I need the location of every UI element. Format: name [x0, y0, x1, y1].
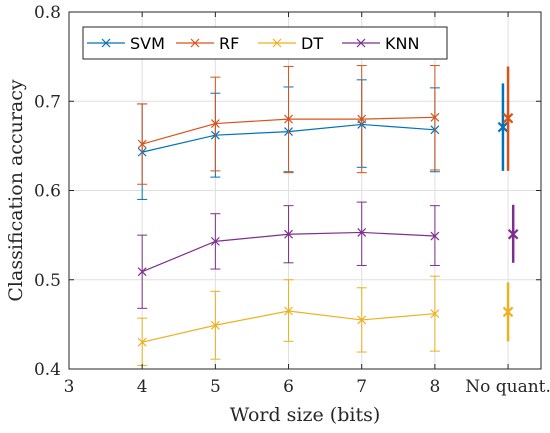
y-tick-label: 0.5: [34, 271, 61, 291]
y-tick-label: 0.6: [34, 182, 61, 202]
dt-point: [430, 309, 440, 319]
x-tick-label: 6: [283, 377, 294, 397]
rf-point: [357, 114, 367, 124]
knn-point: [357, 228, 367, 237]
dt-no-quant-point: [502, 306, 514, 318]
y-tick-label: 0.8: [34, 3, 61, 23]
knn-point: [284, 229, 293, 239]
x-tick-label: 3: [64, 377, 75, 397]
dt-point: [137, 337, 147, 347]
legend-marker: [190, 38, 200, 48]
x-axis-title: Word size (bits): [230, 404, 381, 426]
grid: [68, 11, 541, 370]
dt-point: [210, 320, 220, 330]
x-tick-label: No quant.: [465, 377, 550, 397]
legend-label: DT: [301, 34, 323, 53]
y-axis-title: Classification accuracy: [5, 79, 27, 301]
knn-no-quant-point: [507, 228, 519, 240]
y-tick-label: 0.4: [34, 360, 61, 380]
knn-point: [430, 231, 440, 241]
legend-marker: [101, 38, 111, 48]
legend-label: RF: [219, 34, 239, 53]
legend-item-svm: SVM: [87, 34, 165, 53]
x-tick-label: 5: [210, 377, 221, 397]
rf-point: [137, 139, 147, 149]
knn-point: [137, 267, 147, 277]
legend-item-knn: KNN: [342, 34, 419, 53]
x-tick-label: 8: [429, 377, 440, 397]
svm-no-quant-point: [497, 121, 509, 133]
rf-point: [210, 119, 220, 128]
x-tick-label: 7: [356, 377, 367, 397]
y-tick-label: 0.7: [34, 92, 61, 112]
rf-point: [284, 114, 293, 124]
series-rf: [137, 65, 514, 185]
rf-point: [430, 112, 440, 122]
series-knn: [137, 201, 519, 309]
legend-item-dt: DT: [258, 34, 323, 53]
legend-item-rf: RF: [176, 34, 239, 53]
ticks: 3 4 5 6 7 8 No quant. 0.4 0.5 0.6 0.7 0.8: [34, 3, 550, 397]
x-tick-label: 4: [137, 377, 148, 397]
knn-error-bar: [356, 201, 367, 266]
plot-data: [137, 65, 519, 366]
series-svm: [137, 79, 509, 200]
dt-point: [284, 306, 293, 316]
rf-no-quant-point: [502, 112, 514, 124]
legend: SVM RF DT KNN: [82, 26, 448, 60]
dt-point: [357, 315, 367, 325]
series-dt: [137, 275, 514, 366]
legend-marker: [356, 38, 366, 48]
legend-marker: [272, 38, 282, 48]
legend-label: SVM: [130, 34, 165, 53]
knn-point: [210, 236, 220, 246]
legend-label: KNN: [385, 34, 419, 53]
